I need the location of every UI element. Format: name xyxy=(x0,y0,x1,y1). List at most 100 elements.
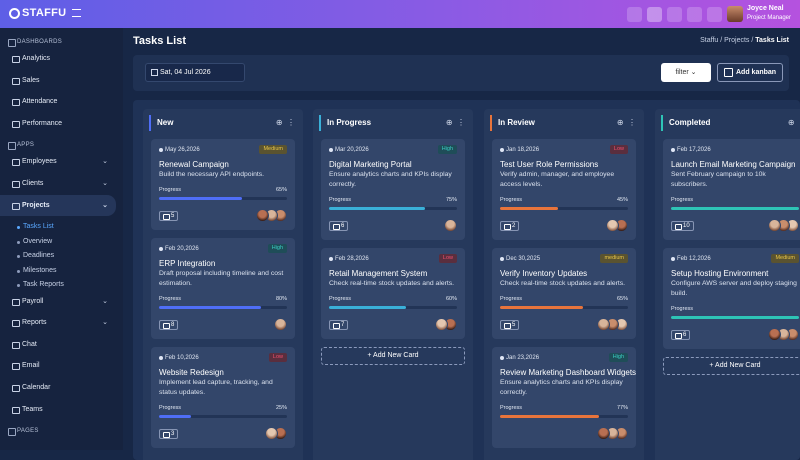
theme-button[interactable] xyxy=(647,7,662,22)
nav-item[interactable]: Attendance xyxy=(0,91,116,113)
nav-label: Sales xyxy=(22,76,40,84)
card-date-row: Feb 17,2026 xyxy=(671,145,799,155)
nav-item[interactable]: Chat xyxy=(0,334,116,356)
submenu-item[interactable]: Deadlines xyxy=(0,249,123,264)
card-date: Dec 30,2025 xyxy=(506,256,541,262)
nav-item[interactable]: Employees ⌄ xyxy=(0,151,116,173)
member-avatar xyxy=(444,219,457,232)
card-date: Feb 17,2026 xyxy=(677,147,711,153)
nav-item[interactable]: Analytics xyxy=(0,48,116,70)
member-avatar xyxy=(256,209,269,222)
settings-button[interactable] xyxy=(687,7,702,22)
chevron: ⌄ xyxy=(102,319,108,327)
progress-text: Progress xyxy=(500,405,523,411)
nav-item[interactable]: Teams xyxy=(0,399,116,421)
submenu-item[interactable]: Milestones xyxy=(0,264,123,279)
comment-count[interactable]: 8 xyxy=(159,320,179,330)
progress-fill xyxy=(671,207,799,210)
add-card-button[interactable]: + Add New Card xyxy=(321,347,465,365)
progress-track xyxy=(329,207,457,210)
submenu-item[interactable]: Tasks List xyxy=(0,220,123,235)
chevron: ⌄ xyxy=(102,158,108,166)
page-title: Tasks List xyxy=(133,35,186,47)
task-card[interactable]: Feb 10,2026 Low Website Redesign Implement … xyxy=(151,347,295,448)
nav-item[interactable]: Projects ⌄ xyxy=(0,194,116,217)
user-avatar[interactable] xyxy=(727,6,743,22)
card-footer: 5 xyxy=(159,209,287,224)
priority-badge: Low xyxy=(268,353,287,362)
card-description: Check real-time stock updates and alerts… xyxy=(329,280,455,287)
card-date: Jan 23,2026 xyxy=(506,355,540,361)
task-card[interactable]: Feb 12,2026 Medium Setup Hosting Environme… xyxy=(663,248,800,349)
card-date-row: Mar 20,2026 High xyxy=(329,145,457,155)
breadcrumb-item[interactable]: Staffu xyxy=(700,37,719,44)
submenu-item[interactable]: Overview xyxy=(0,235,123,250)
progress-label: 80% xyxy=(275,296,287,302)
nav-label: Projects xyxy=(22,201,50,209)
nav-item[interactable]: Sales xyxy=(0,70,116,92)
search-button[interactable] xyxy=(627,7,642,22)
logo: STAFFU xyxy=(22,7,67,19)
progress-track xyxy=(159,415,287,418)
card-date: Feb 10,2026 xyxy=(165,355,199,361)
progress-fill xyxy=(159,197,243,200)
task-card[interactable]: Feb 17,2026 Launch Email Marketing Campai… xyxy=(663,139,800,240)
comment-count[interactable]: 6 xyxy=(329,221,349,231)
progress-fill xyxy=(329,306,406,309)
task-card[interactable]: Feb 20,2026 High ERP Integration Draft prop… xyxy=(151,238,295,339)
card-description: Ensure analytics charts and KPIs display… xyxy=(329,171,452,188)
comment-count[interactable]: 6 xyxy=(671,330,691,340)
filter-button[interactable]: filter ⌄ xyxy=(661,63,711,82)
card-title: ERP Integration xyxy=(159,259,216,268)
nav-item[interactable]: Clients ⌄ xyxy=(0,173,116,195)
comment-count[interactable]: 3 xyxy=(159,429,179,439)
task-card[interactable]: Jan 23,2026 High Review Marketing Dashboar… xyxy=(492,347,636,448)
nav-label: Attendance xyxy=(22,98,58,106)
top-bar: STAFFU Joyce Neal Project Manager xyxy=(0,0,800,28)
priority-badge: medium xyxy=(600,254,628,263)
card-date-row: Jan 23,2026 High xyxy=(500,353,628,363)
comment-count[interactable]: 10 xyxy=(671,221,694,231)
column-actions[interactable]: ⊕ ⋮ xyxy=(275,118,295,127)
card-footer: 3 xyxy=(159,427,287,442)
nav-item[interactable]: Calendar xyxy=(0,377,116,399)
kanban-board: New ⊕ ⋮ May 26,2026 Medium Renewal Campaign B… xyxy=(133,100,800,460)
card-description: Build the necessary API endpoints. xyxy=(159,171,265,178)
menu-toggle[interactable] xyxy=(72,9,81,17)
comment-count[interactable]: 5 xyxy=(159,211,179,221)
card-date-row: Feb 10,2026 Low xyxy=(159,353,287,363)
progress-text: Progress xyxy=(671,306,694,312)
progress-row: Progress 65% xyxy=(159,187,287,193)
column-actions[interactable]: ⊕ ⋮ xyxy=(616,118,636,127)
nav-item[interactable]: Reports ⌄ xyxy=(0,312,116,334)
nav-label: Payroll xyxy=(22,297,44,305)
task-card[interactable]: Feb 28,2026 Low Retail Management System Ch… xyxy=(321,248,465,339)
add-card-button[interactable]: + Add New Card xyxy=(663,357,800,375)
task-card[interactable]: Mar 20,2026 High Digital Marketing Portal E… xyxy=(321,139,465,240)
comment-count[interactable]: 2 xyxy=(500,221,520,231)
date-picker[interactable]: Sat, 04 Jul 2026 xyxy=(145,63,245,82)
progress-track xyxy=(159,306,287,309)
task-card[interactable]: May 26,2026 Medium Renewal Campaign Build t… xyxy=(151,139,295,230)
progress-text: Progress xyxy=(159,187,182,193)
card-title: Retail Management System xyxy=(329,269,428,278)
notifications-button[interactable] xyxy=(707,7,722,22)
progress-row: Progress 77% xyxy=(500,405,628,411)
card-footer: 2 xyxy=(500,219,628,234)
progress-label: 77% xyxy=(616,405,628,411)
add-kanban-button[interactable]: Add kanban xyxy=(717,63,783,82)
column-actions[interactable]: ⊕ ⋮ xyxy=(787,118,800,127)
card-footer: 8 xyxy=(159,318,287,333)
comment-count[interactable]: 7 xyxy=(329,320,349,330)
nav-item[interactable]: Email xyxy=(0,355,116,377)
submenu-item[interactable]: Task Reports xyxy=(0,278,123,293)
comment-count[interactable]: 5 xyxy=(500,320,520,330)
column-actions[interactable]: ⊕ ⋮ xyxy=(445,118,465,127)
nav-item[interactable]: Performance xyxy=(0,113,116,135)
card-date-row: Jan 18,2026 Low xyxy=(500,145,628,155)
fullscreen-button[interactable] xyxy=(667,7,682,22)
breadcrumb-item[interactable]: Projects xyxy=(724,37,750,44)
task-card[interactable]: Jan 18,2026 Low Test User Role Permissions… xyxy=(492,139,636,240)
nav-item[interactable]: Payroll ⌄ xyxy=(0,291,116,313)
task-card[interactable]: Dec 30,2025 medium Verify Inventory Update… xyxy=(492,248,636,339)
